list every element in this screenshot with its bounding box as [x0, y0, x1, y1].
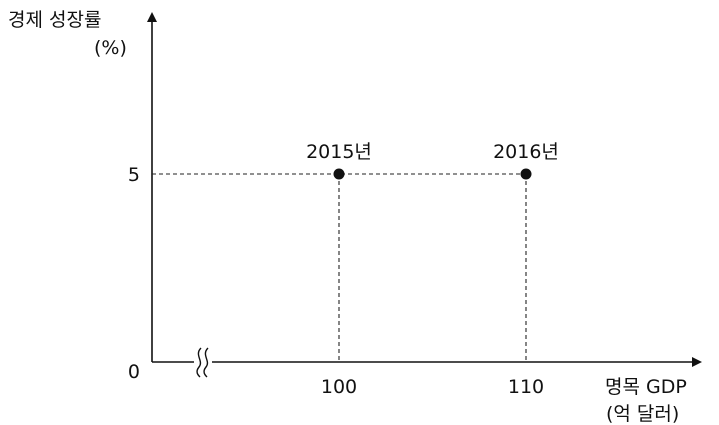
data-point-0 — [333, 168, 345, 180]
x-axis-title: 명목 GDP — [605, 376, 687, 398]
data-point-1 — [520, 168, 532, 180]
y-axis-title: 경제 성장률 — [8, 9, 101, 31]
point-label-1: 2016년 — [493, 141, 559, 163]
origin-label: 0 — [128, 361, 140, 383]
x-axis-unit: (억 달러) — [606, 403, 679, 425]
y-axis-unit: (%) — [94, 37, 127, 59]
y-tick-label-0: 5 — [128, 164, 140, 186]
point-label-0: 2015년 — [306, 141, 372, 163]
axis-break-icon — [194, 347, 212, 378]
x-tick-label-1: 110 — [508, 376, 544, 398]
x-tick-label-0: 100 — [321, 376, 357, 398]
